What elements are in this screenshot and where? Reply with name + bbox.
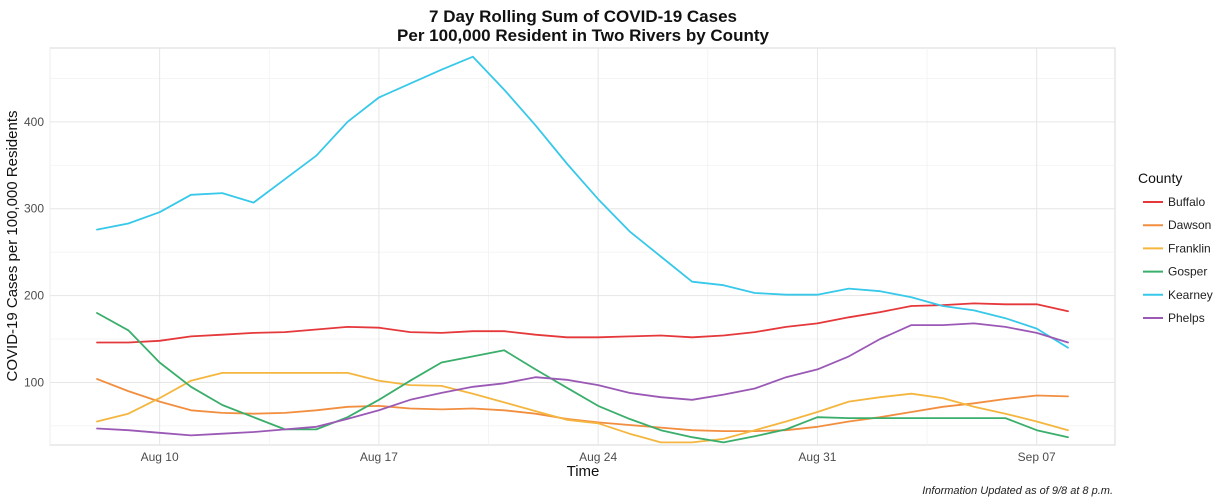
- x-tick-label: Aug 31: [798, 450, 836, 464]
- gridlines: [49, 48, 1115, 445]
- legend-label-franklin: Franklin: [1168, 241, 1211, 255]
- series-line-gosper: [96, 312, 1069, 444]
- y-tick-label: 400: [24, 115, 44, 129]
- legend-label-phelps: Phelps: [1168, 311, 1205, 325]
- x-tick-label: Aug 17: [360, 450, 398, 464]
- legend-title: County: [1138, 170, 1182, 186]
- y-tick-label: 200: [24, 289, 44, 303]
- series-layer: [96, 55, 1069, 444]
- y-tick-label: 100: [24, 375, 44, 389]
- y-tick-label: 300: [24, 202, 44, 216]
- y-axis-title: COVID-19 Cases per 100,000 Residents: [4, 111, 21, 382]
- y-axis-ticks: 100 200 300 400: [24, 115, 44, 390]
- series-line-kearney: [96, 55, 1069, 349]
- x-tick-label: Aug 24: [579, 450, 617, 464]
- x-axis-ticks: Aug 10 Aug 17 Aug 24 Aug 31 Sep 07: [141, 450, 1056, 464]
- x-tick-label: Sep 07: [1018, 450, 1056, 464]
- x-axis-title: Time: [567, 463, 600, 480]
- legend-label-kearney: Kearney: [1168, 288, 1213, 302]
- plot-panel: [49, 47, 1116, 446]
- legend-label-buffalo: Buffalo: [1168, 195, 1205, 209]
- legend-label-gosper: Gosper: [1168, 265, 1207, 279]
- legend: County Buffalo Dawson Franklin Gosper Kearne…: [1138, 170, 1213, 325]
- series-line-buffalo: [96, 302, 1069, 344]
- chart-title: 7 Day Rolling Sum of COVID-19 Cases: [429, 7, 737, 26]
- x-tick-label: Aug 10: [141, 450, 179, 464]
- plot-panel-border: [49, 47, 1116, 446]
- footnote: Information Updated as of 9/8 at 8 p.m.: [922, 485, 1113, 497]
- legend-label-dawson: Dawson: [1168, 218, 1211, 232]
- series-line-phelps: [96, 322, 1069, 437]
- series-line-franklin: [96, 371, 1069, 444]
- chart-subtitle: Per 100,000 Resident in Two Rivers by Co…: [397, 26, 769, 45]
